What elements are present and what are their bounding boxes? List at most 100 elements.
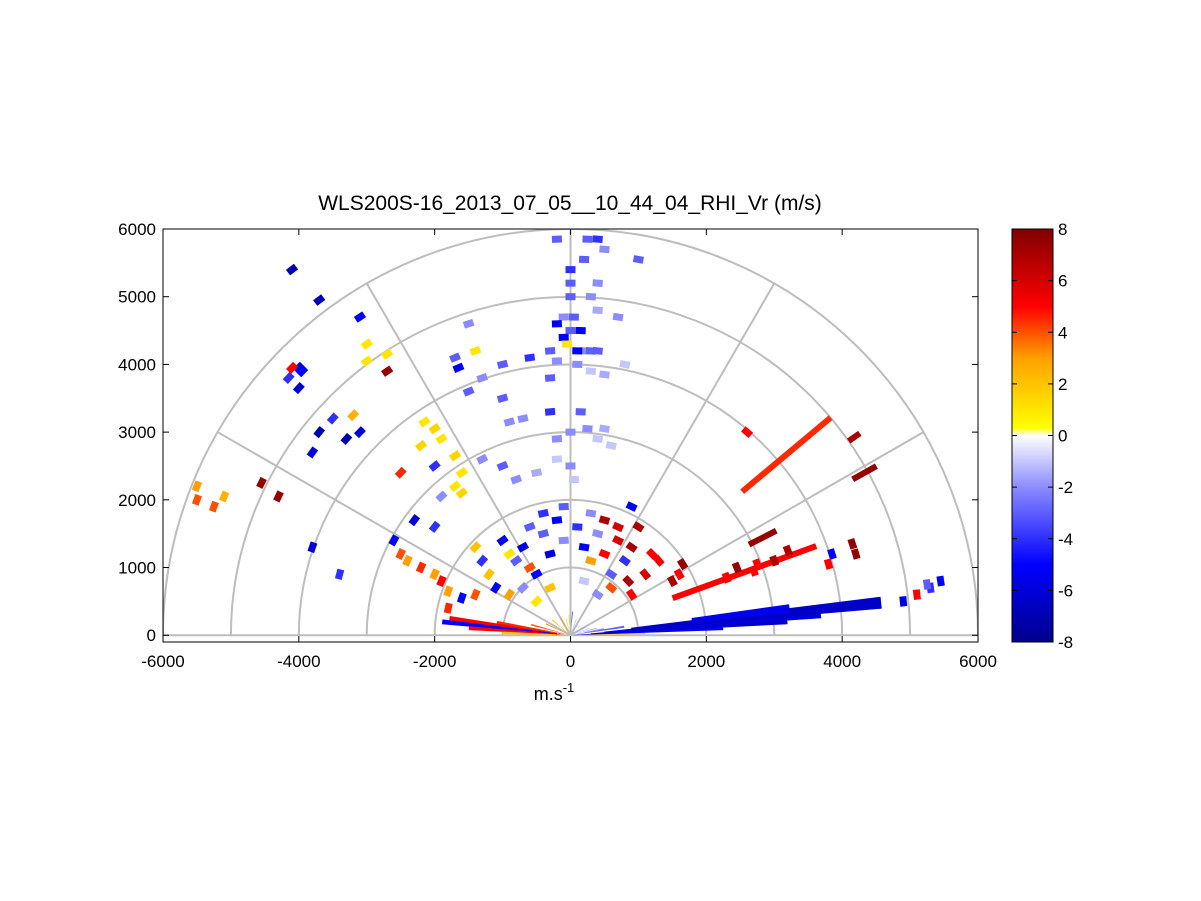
velocity-gate bbox=[582, 424, 593, 433]
velocity-data bbox=[191, 235, 945, 636]
velocity-gate bbox=[551, 320, 563, 328]
polar-grid bbox=[163, 229, 978, 637]
velocity-gate bbox=[544, 582, 557, 594]
velocity-gate bbox=[394, 466, 407, 479]
velocity-gate bbox=[496, 359, 509, 370]
velocity-gate bbox=[936, 575, 945, 587]
x-axis: -6000 -4000 -2000 0 2000 4000 6000 bbox=[141, 229, 997, 671]
velocity-gate bbox=[575, 408, 586, 416]
velocity-gate bbox=[517, 414, 529, 424]
velocity-gate bbox=[448, 450, 462, 462]
velocity-gate bbox=[592, 346, 603, 355]
velocity-gate bbox=[565, 266, 576, 274]
colorbar-tick-label: 8 bbox=[1058, 220, 1067, 239]
velocity-sector bbox=[574, 627, 590, 634]
velocity-gate bbox=[530, 595, 543, 608]
velocity-gate bbox=[282, 371, 295, 385]
velocity-gate bbox=[503, 417, 516, 427]
velocity-gate bbox=[558, 333, 569, 341]
velocity-ray bbox=[740, 415, 833, 494]
velocity-gate bbox=[622, 575, 635, 588]
velocity-gate bbox=[731, 561, 743, 574]
velocity-gate bbox=[585, 367, 597, 376]
velocity-gate bbox=[851, 548, 861, 560]
velocity-gate bbox=[585, 556, 597, 566]
velocity-gate bbox=[592, 306, 603, 315]
velocity-gate bbox=[847, 537, 858, 550]
velocity-gate bbox=[625, 588, 638, 601]
velocity-gate bbox=[340, 432, 353, 445]
velocity-gate bbox=[313, 426, 326, 439]
velocity-gate bbox=[455, 487, 468, 499]
velocity-sector bbox=[691, 604, 791, 623]
velocity-gate bbox=[598, 424, 610, 433]
velocity-gate bbox=[415, 561, 427, 574]
y-tick-label: 5000 bbox=[118, 288, 156, 307]
velocity-sector bbox=[568, 614, 571, 632]
velocity-gate bbox=[191, 480, 203, 493]
velocity-gate bbox=[544, 347, 556, 355]
velocity-gate bbox=[618, 554, 631, 567]
x-tick-label: -6000 bbox=[141, 652, 184, 671]
velocity-gate bbox=[414, 439, 428, 452]
velocity-gate bbox=[483, 568, 495, 581]
velocity-sector bbox=[583, 628, 604, 633]
velocity-gate bbox=[575, 326, 586, 335]
velocity-gate bbox=[292, 361, 305, 374]
velocity-gate bbox=[449, 352, 462, 363]
velocity-gate bbox=[899, 596, 908, 607]
velocity-gate bbox=[591, 529, 604, 539]
velocity-gate bbox=[469, 541, 482, 554]
velocity-gate bbox=[530, 468, 543, 478]
velocity-gate bbox=[462, 386, 475, 397]
velocity-sector bbox=[496, 620, 564, 635]
velocity-gate bbox=[476, 453, 489, 465]
velocity-gate bbox=[562, 340, 573, 348]
velocity-gate bbox=[565, 293, 576, 301]
y-tick-label: 4000 bbox=[118, 355, 156, 374]
velocity-gate bbox=[510, 554, 523, 567]
velocity-gate bbox=[402, 554, 413, 567]
velocity-gate bbox=[428, 423, 441, 435]
velocity-gate bbox=[544, 374, 556, 382]
velocity-gate bbox=[625, 501, 638, 512]
velocity-gate bbox=[565, 279, 576, 287]
velocity-gate bbox=[592, 434, 604, 444]
colorbar-tick-label: -4 bbox=[1058, 530, 1073, 549]
velocity-gate bbox=[435, 433, 448, 445]
azimuth-spoke bbox=[569, 282, 776, 636]
velocity-gate bbox=[496, 393, 509, 404]
y-tick-label: 2000 bbox=[118, 491, 156, 510]
velocity-gate bbox=[452, 362, 465, 373]
velocity-gate bbox=[503, 548, 516, 560]
velocity-gate bbox=[443, 602, 453, 614]
velocity-gate bbox=[470, 588, 481, 601]
velocity-gate bbox=[523, 521, 536, 532]
velocity-sector bbox=[468, 626, 564, 635]
velocity-gate bbox=[307, 541, 318, 554]
velocity-gate bbox=[551, 235, 563, 243]
velocity-gate bbox=[565, 327, 576, 335]
velocity-gate bbox=[625, 541, 638, 553]
velocity-gate bbox=[558, 536, 569, 545]
velocity-gate bbox=[639, 568, 652, 581]
colorbar-tick-label: 2 bbox=[1058, 375, 1067, 394]
velocity-gate bbox=[353, 426, 366, 439]
velocity-gate bbox=[353, 311, 367, 323]
velocity-ray bbox=[747, 528, 778, 548]
velocity-gate bbox=[572, 523, 583, 531]
velocity-sector bbox=[441, 619, 558, 635]
velocity-gate bbox=[388, 534, 400, 547]
velocity-sector bbox=[570, 611, 574, 632]
velocity-gate bbox=[490, 581, 502, 594]
velocity-sector bbox=[559, 617, 569, 633]
velocity-gate bbox=[632, 255, 644, 264]
velocity-gate bbox=[598, 548, 611, 560]
velocity-sector bbox=[565, 618, 570, 632]
colorbar-tick-label: -2 bbox=[1058, 478, 1073, 497]
velocity-gate bbox=[551, 357, 563, 365]
y-tick-label: 0 bbox=[147, 626, 156, 645]
x-axis-label-base: m.s bbox=[534, 684, 563, 704]
velocity-sector bbox=[575, 627, 597, 634]
velocity-sector bbox=[571, 619, 577, 633]
